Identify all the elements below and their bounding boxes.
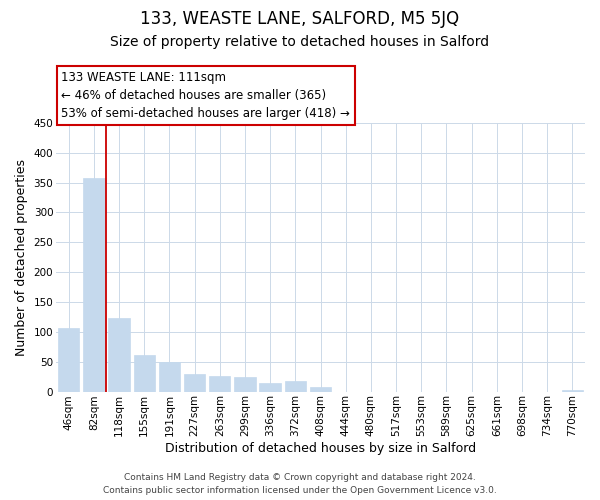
Bar [109, 318, 130, 392]
Text: 133, WEASTE LANE, SALFORD, M5 5JQ: 133, WEASTE LANE, SALFORD, M5 5JQ [140, 10, 460, 28]
Bar [209, 376, 230, 392]
Text: 133 WEASTE LANE: 111sqm
← 46% of detached houses are smaller (365)
53% of semi-d: 133 WEASTE LANE: 111sqm ← 46% of detache… [61, 71, 350, 120]
Bar [58, 328, 79, 392]
Bar [284, 381, 306, 392]
Bar [234, 376, 256, 392]
Bar [562, 390, 583, 392]
Text: Contains HM Land Registry data © Crown copyright and database right 2024.
Contai: Contains HM Land Registry data © Crown c… [103, 474, 497, 495]
Text: Size of property relative to detached houses in Salford: Size of property relative to detached ho… [110, 35, 490, 49]
Bar [310, 387, 331, 392]
Bar [159, 362, 180, 392]
Bar [259, 383, 281, 392]
Bar [134, 354, 155, 392]
Bar [83, 178, 104, 392]
Bar [184, 374, 205, 392]
X-axis label: Distribution of detached houses by size in Salford: Distribution of detached houses by size … [165, 442, 476, 455]
Y-axis label: Number of detached properties: Number of detached properties [15, 158, 28, 356]
